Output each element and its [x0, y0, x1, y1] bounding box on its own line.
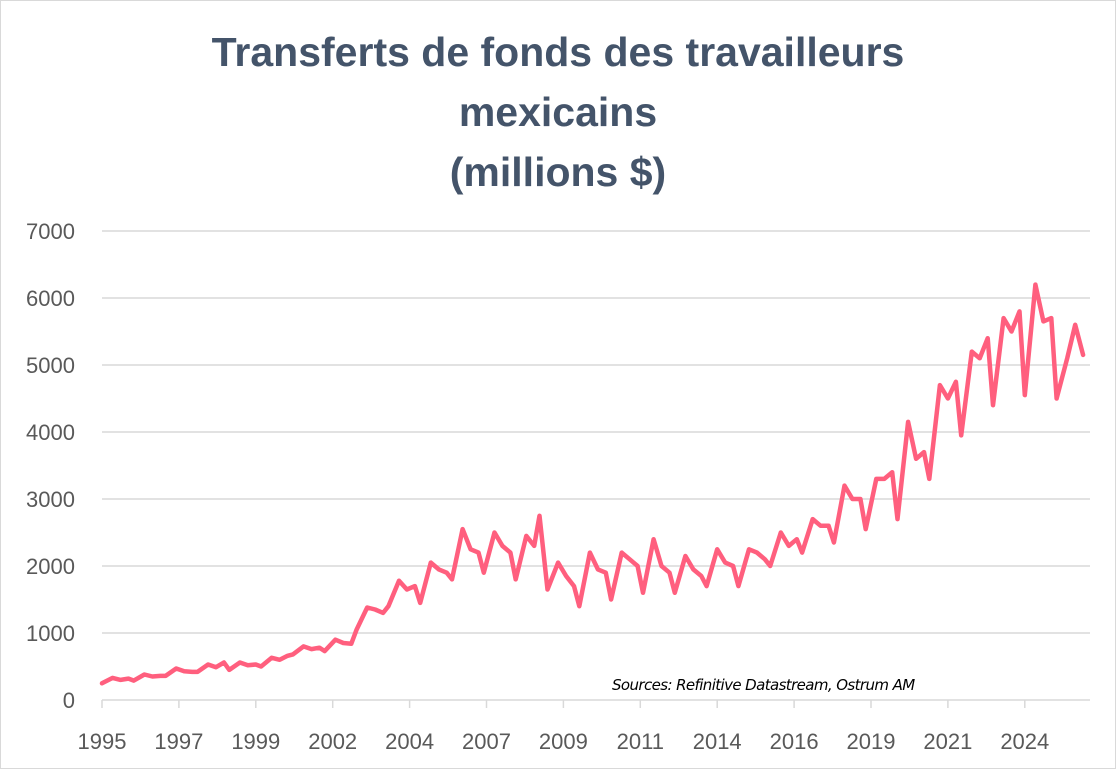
x-tick-label: 1995	[78, 729, 127, 754]
y-tick-label: 5000	[26, 353, 75, 378]
x-tick-label: 2014	[693, 729, 742, 754]
y-tick-label: 3000	[26, 487, 75, 512]
chart-title: Transferts de fonds des travailleurs mex…	[0, 22, 1116, 202]
x-tick-label: 2004	[385, 729, 434, 754]
title-line-3: (millions $)	[449, 149, 667, 195]
x-tick-label: 2024	[1000, 729, 1049, 754]
source-annotation: Sources: Refinitive Datastream, Ostrum A…	[612, 676, 915, 694]
y-tick-label: 7000	[26, 219, 75, 244]
x-tick-label: 2016	[770, 729, 819, 754]
data-series-line	[99, 282, 1086, 686]
title-line-2: mexicains	[458, 89, 658, 135]
y-tick-label: 6000	[26, 286, 75, 311]
y-tick-label: 4000	[26, 420, 75, 445]
x-tick-label: 2002	[308, 729, 357, 754]
y-tick-label: 2000	[26, 554, 75, 579]
y-tick-label: 1000	[26, 621, 75, 646]
x-tick-label: 2011	[617, 729, 664, 754]
x-tick-label: 1999	[231, 729, 280, 754]
title-line-1: Transferts de fonds des travailleurs	[211, 29, 905, 75]
x-tick-label: 2009	[539, 729, 588, 754]
x-tick-label: 2007	[462, 729, 511, 754]
x-tick-label: 2021	[923, 729, 972, 754]
x-tick-label: 1997	[154, 729, 203, 754]
x-tick-label: 2019	[847, 729, 896, 754]
y-tick-label: 0	[63, 688, 75, 713]
